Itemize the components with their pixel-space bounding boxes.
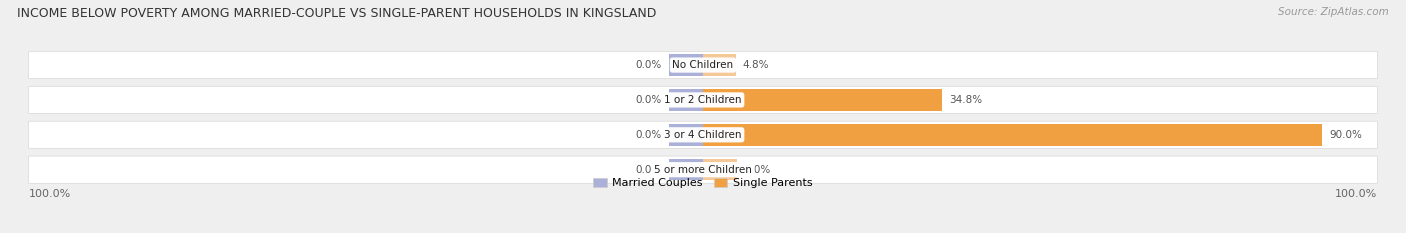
Bar — [669, 54, 703, 76]
Text: 90.0%: 90.0% — [1329, 130, 1362, 140]
Bar — [669, 124, 703, 146]
Text: 0.0%: 0.0% — [636, 130, 662, 140]
Bar — [669, 159, 703, 181]
Bar — [703, 124, 1322, 146]
FancyBboxPatch shape — [28, 51, 1378, 79]
Text: 4.8%: 4.8% — [742, 60, 769, 70]
Text: 100.0%: 100.0% — [1334, 189, 1378, 199]
Bar — [703, 159, 737, 181]
Text: No Children: No Children — [672, 60, 734, 70]
FancyBboxPatch shape — [28, 86, 1378, 113]
Text: Source: ZipAtlas.com: Source: ZipAtlas.com — [1278, 7, 1389, 17]
Text: 0.0%: 0.0% — [636, 60, 662, 70]
Text: INCOME BELOW POVERTY AMONG MARRIED-COUPLE VS SINGLE-PARENT HOUSEHOLDS IN KINGSLA: INCOME BELOW POVERTY AMONG MARRIED-COUPL… — [17, 7, 657, 20]
Text: 0.0%: 0.0% — [636, 165, 662, 175]
Legend: Married Couples, Single Parents: Married Couples, Single Parents — [589, 173, 817, 193]
FancyBboxPatch shape — [28, 121, 1378, 148]
Text: 0.0%: 0.0% — [744, 165, 770, 175]
Text: 3 or 4 Children: 3 or 4 Children — [664, 130, 742, 140]
Text: 100.0%: 100.0% — [28, 189, 72, 199]
FancyBboxPatch shape — [28, 156, 1378, 183]
Text: 5 or more Children: 5 or more Children — [654, 165, 752, 175]
Bar — [703, 54, 735, 76]
Text: 1 or 2 Children: 1 or 2 Children — [664, 95, 742, 105]
Text: 34.8%: 34.8% — [949, 95, 983, 105]
Bar — [669, 89, 703, 111]
Bar — [703, 89, 942, 111]
Text: 0.0%: 0.0% — [636, 95, 662, 105]
